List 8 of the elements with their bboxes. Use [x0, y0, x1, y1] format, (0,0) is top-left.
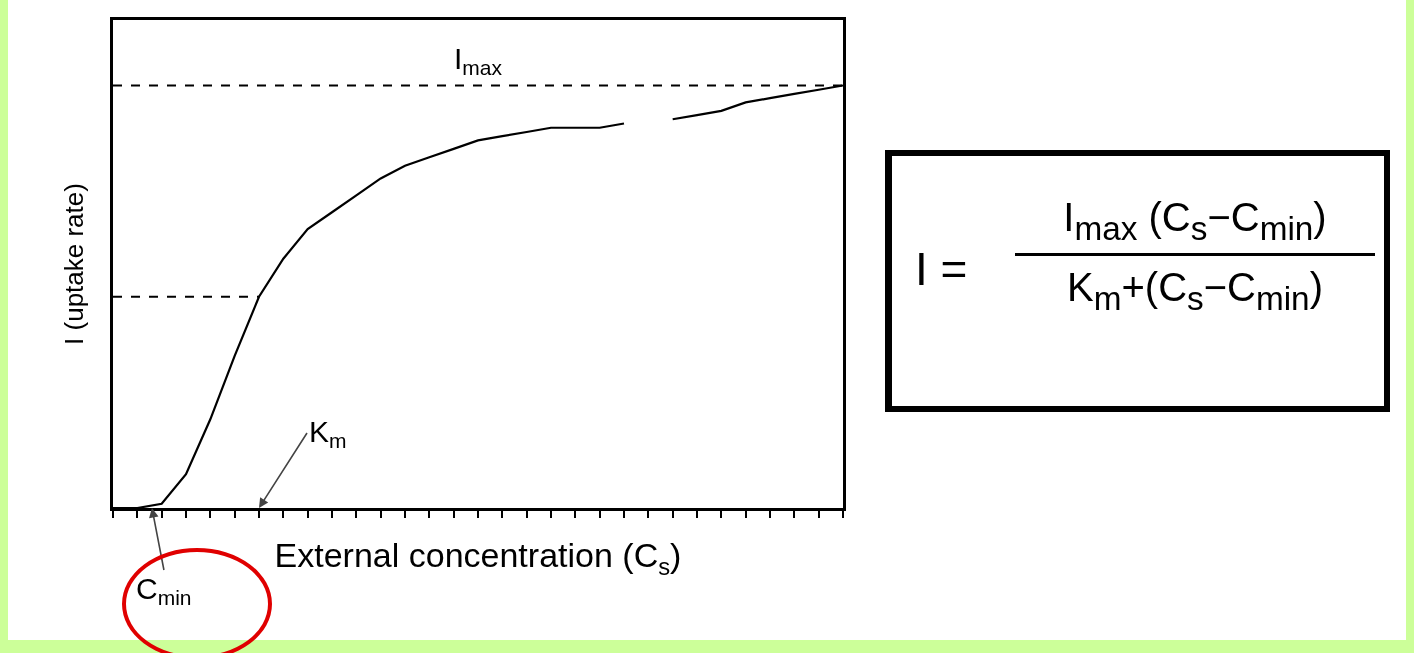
- text: C$_{min}$: [136, 572, 192, 610]
- ref-line-label: I$_{max}$: [454, 42, 503, 80]
- annotation: K$_{m}$: [309, 415, 347, 453]
- text: I$_{max}$ (C$_{s}$−C$_{min}$): [1062, 195, 1328, 248]
- x-axis-title: External concentration (C$_{s}$): [274, 536, 682, 580]
- y-axis-title: I (uptake rate): [58, 183, 89, 345]
- text: K$_{m}$+(C$_{s}$−C$_{min}$): [1066, 265, 1324, 318]
- text: I =: [915, 242, 968, 296]
